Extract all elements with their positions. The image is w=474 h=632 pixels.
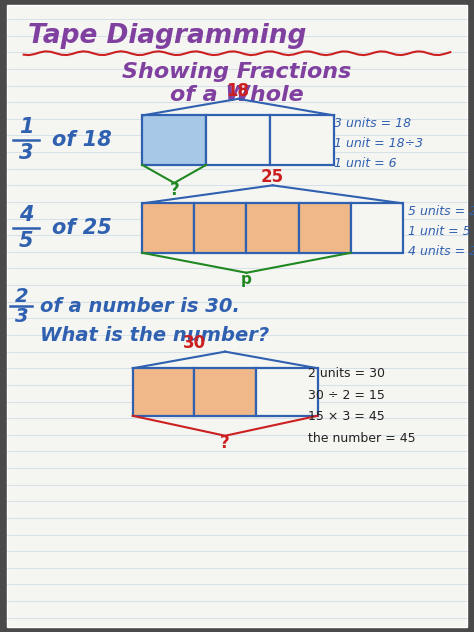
Bar bbox=[270, 116, 334, 165]
Text: 30: 30 bbox=[183, 334, 206, 351]
Text: of a number is 30.: of a number is 30. bbox=[40, 297, 240, 316]
Bar bbox=[206, 116, 270, 165]
Bar bbox=[246, 204, 299, 253]
Text: 4 units = 20: 4 units = 20 bbox=[408, 245, 474, 258]
Text: 3: 3 bbox=[19, 143, 33, 163]
Text: ?: ? bbox=[220, 434, 230, 452]
Bar bbox=[256, 368, 318, 416]
Bar bbox=[142, 116, 206, 165]
Text: 5 units = 25: 5 units = 25 bbox=[408, 205, 474, 218]
Text: 3 units = 18: 3 units = 18 bbox=[334, 117, 411, 130]
Text: p: p bbox=[241, 272, 252, 288]
Bar bbox=[299, 204, 351, 253]
Bar bbox=[142, 204, 194, 253]
Text: 2 units = 30: 2 units = 30 bbox=[308, 367, 385, 380]
Bar bbox=[194, 368, 256, 416]
Text: 1 unit = 6: 1 unit = 6 bbox=[334, 157, 397, 170]
Bar bbox=[194, 204, 246, 253]
Text: of 18: of 18 bbox=[52, 130, 112, 150]
Text: ?: ? bbox=[169, 181, 179, 198]
Text: of a Whole: of a Whole bbox=[170, 85, 304, 105]
Bar bbox=[133, 368, 194, 416]
Text: 1 unit = 5: 1 unit = 5 bbox=[408, 225, 470, 238]
FancyBboxPatch shape bbox=[7, 5, 467, 627]
Text: 3: 3 bbox=[15, 307, 28, 325]
Text: 15 × 3 = 45: 15 × 3 = 45 bbox=[308, 410, 385, 423]
Text: the number = 45: the number = 45 bbox=[308, 432, 416, 445]
Text: 1: 1 bbox=[19, 118, 33, 137]
Text: Showing Fractions: Showing Fractions bbox=[122, 62, 352, 82]
Text: of 25: of 25 bbox=[52, 218, 112, 238]
Text: Tape Diagramming: Tape Diagramming bbox=[28, 23, 307, 49]
Text: 2: 2 bbox=[15, 288, 28, 307]
Text: What is the number?: What is the number? bbox=[40, 325, 270, 344]
Text: 5: 5 bbox=[19, 231, 33, 251]
Text: 1 unit = 18÷3: 1 unit = 18÷3 bbox=[334, 137, 423, 150]
Text: 30 ÷ 2 = 15: 30 ÷ 2 = 15 bbox=[308, 389, 385, 402]
Bar bbox=[351, 204, 403, 253]
Text: 18: 18 bbox=[227, 82, 250, 100]
Text: 25: 25 bbox=[261, 168, 284, 186]
Text: 4: 4 bbox=[19, 205, 33, 225]
